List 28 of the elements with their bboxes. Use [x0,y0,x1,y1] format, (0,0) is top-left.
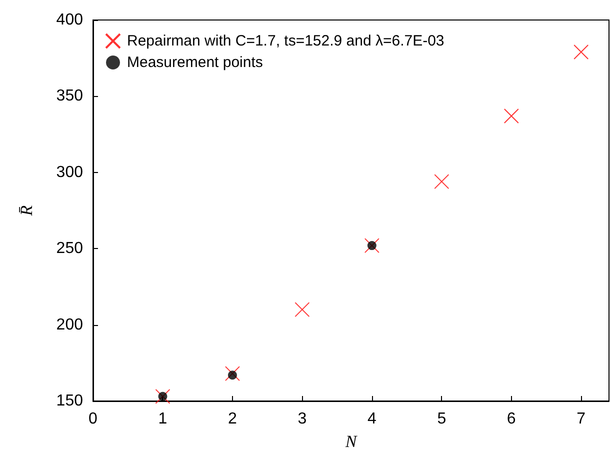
x-tick-label: 1 [158,410,168,428]
point [574,44,589,60]
x-tick-label: 4 [367,410,376,428]
x-tick-label: 5 [437,410,446,428]
x-axis-title: N [344,432,358,451]
point [367,241,376,250]
y-tick-label: 200 [56,316,84,334]
legend-label: Repairman with C=1.7, ts=152.9 and λ=6.7E-03 [127,32,444,50]
y-tick-label: 250 [56,240,84,258]
point [364,238,380,254]
y-tick-label: 150 [56,392,84,410]
x-tick-label: 7 [576,410,586,428]
x-tick-label: 6 [506,410,516,428]
y-axis-title: R̄ [17,204,36,217]
y-tick-label: 350 [56,88,84,105]
y-tick-label: 400 [56,12,84,28]
point [228,370,237,380]
point [504,108,519,124]
x-tick-label: 2 [228,410,238,428]
x-tick-label: 3 [298,410,307,428]
point [224,366,240,382]
point [158,392,168,401]
point [434,174,450,190]
point [294,302,310,318]
x-tick-label: 0 [88,410,98,428]
point [155,388,170,404]
legend-label: Measurement points [127,54,263,71]
y-tick-label: 300 [56,164,84,181]
